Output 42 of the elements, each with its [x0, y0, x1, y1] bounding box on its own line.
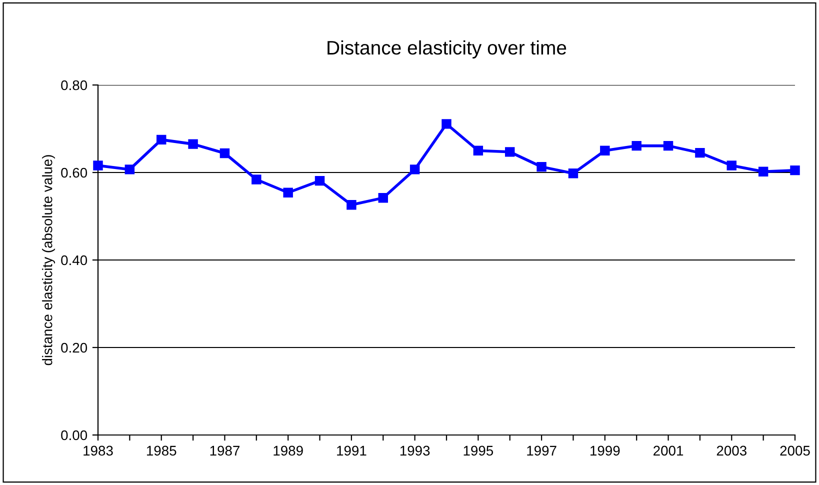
- point: [568, 168, 578, 178]
- y-tick-label: 0.80: [61, 80, 88, 90]
- y-tick-label: 0.20: [61, 342, 88, 353]
- point: [473, 146, 484, 156]
- chart-title: Distance elasticity over time: [328, 40, 566, 58]
- y-tick-label: 0.60: [61, 168, 88, 178]
- point: [93, 160, 103, 170]
- x-tick-label: 1991: [337, 446, 366, 456]
- point: [314, 176, 325, 186]
- point: [536, 162, 546, 172]
- y-axis-title: distance elasticity (absolute value): [42, 155, 55, 366]
- y-tick-label: 0.40: [61, 255, 88, 266]
- x-tick-label: 1985: [146, 446, 176, 456]
- x-tick-label: 1987: [210, 446, 240, 456]
- point: [663, 140, 674, 151]
- x-tick-label: 1995: [464, 446, 494, 456]
- point: [600, 146, 610, 156]
- point: [252, 174, 262, 184]
- point: [220, 148, 230, 158]
- point: [695, 148, 705, 158]
- point: [726, 160, 736, 170]
- point: [346, 200, 356, 210]
- x-tick-label: 1999: [590, 446, 620, 456]
- point: [505, 147, 515, 157]
- point: [188, 139, 198, 149]
- point: [283, 188, 293, 198]
- x-tick-label: 2005: [780, 446, 810, 456]
- x-tick-label: 2001: [654, 446, 684, 456]
- point: [790, 165, 800, 176]
- point: [442, 119, 452, 129]
- point: [378, 193, 388, 203]
- point: [410, 164, 420, 174]
- x-tick-label: 2003: [716, 446, 746, 456]
- y-tick-label: 0.00: [61, 430, 88, 440]
- x-tick-label: 1983: [84, 446, 113, 456]
- x-tick-label: 1989: [274, 446, 303, 456]
- point: [632, 140, 642, 151]
- x-tick-label: 1993: [400, 446, 430, 456]
- x-tick-label: 1997: [527, 446, 556, 456]
- point: [156, 134, 166, 145]
- point: [124, 164, 135, 174]
- point: [758, 166, 768, 176]
